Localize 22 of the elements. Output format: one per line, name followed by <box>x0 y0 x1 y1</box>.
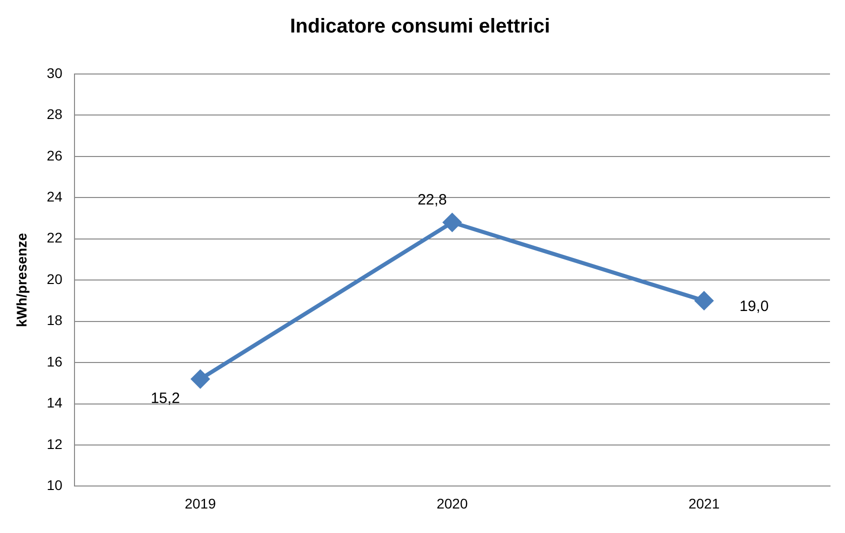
x-tick-label: 2019 <box>184 495 216 512</box>
y-tick-label: 20 <box>46 270 63 287</box>
data-label: 19,0 <box>739 298 769 315</box>
y-tick-label: 10 <box>46 477 63 494</box>
y-tick-label: 24 <box>46 188 63 205</box>
x-tick-label: 2020 <box>436 495 468 512</box>
y-tick-label: 14 <box>46 394 63 411</box>
y-tick-label: 18 <box>46 312 63 328</box>
chart-title: Indicatore consumi elettrici <box>290 16 550 38</box>
y-tick-label: 12 <box>46 436 63 452</box>
data-label: 15,2 <box>150 390 180 408</box>
data-label: 22,8 <box>418 192 447 209</box>
y-axis-title: kWh/presenze <box>13 232 30 328</box>
point <box>191 370 210 388</box>
y-tick-label: 22 <box>46 230 63 246</box>
point <box>443 213 462 232</box>
y-tick-label: 26 <box>46 147 63 164</box>
y-tick-label: 28 <box>46 106 63 122</box>
x-tick-label: 2021 <box>688 495 720 512</box>
y-tick-label: 30 <box>46 64 63 81</box>
y-tick-label: 16 <box>46 353 63 370</box>
point <box>695 292 714 310</box>
